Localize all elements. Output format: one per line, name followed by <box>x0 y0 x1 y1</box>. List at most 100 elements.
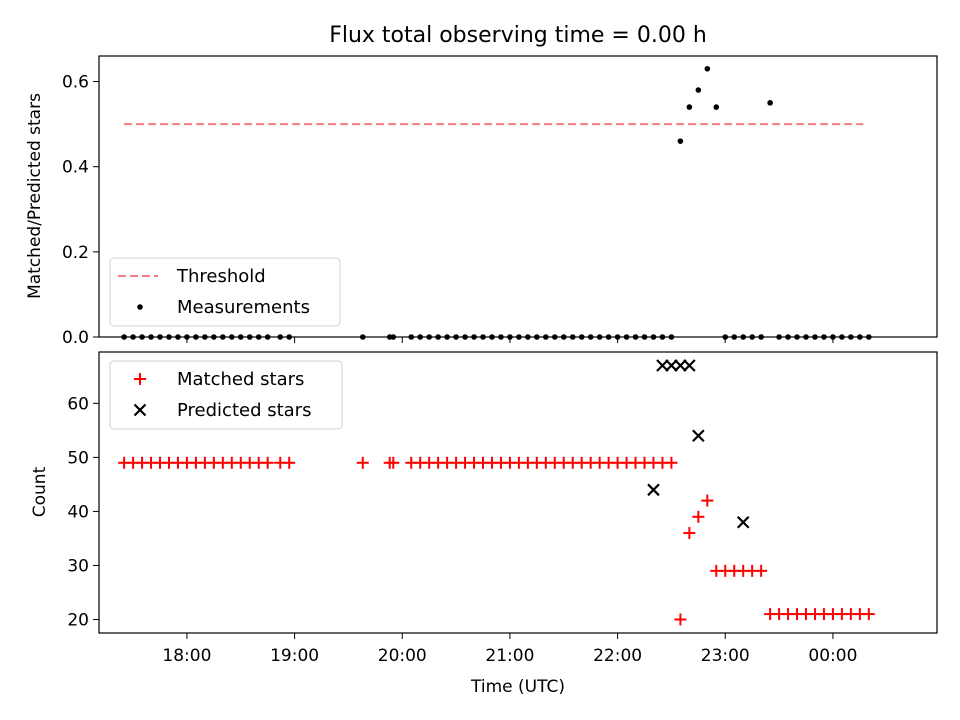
data-point <box>148 334 154 340</box>
x-b <box>674 359 687 372</box>
data-point <box>184 334 190 340</box>
data-point <box>758 334 764 340</box>
data-point <box>516 334 522 340</box>
data-point <box>683 359 696 372</box>
data-point <box>435 334 441 340</box>
data-point <box>776 334 782 340</box>
series-matched-stars <box>118 456 875 626</box>
data-point <box>830 334 836 340</box>
data-point <box>686 104 693 110</box>
legend-label: Measurements <box>177 297 310 318</box>
data-point <box>408 334 415 340</box>
series-measurements <box>121 65 872 340</box>
legend: Threshold Measurements <box>109 257 341 327</box>
data-point <box>228 334 235 340</box>
data-point <box>692 429 705 443</box>
x-tick-label: 00:00 <box>808 646 857 666</box>
data-point <box>255 334 262 340</box>
x-b <box>683 359 696 372</box>
data-point <box>785 334 791 340</box>
data-point <box>264 334 271 340</box>
bottom-panel: 20 30 40 50 60 18:00 19:00 20:00 21:00 22:00 23:00… <box>67 351 938 666</box>
data-point <box>848 334 854 340</box>
data-point <box>713 104 720 110</box>
data-point <box>578 334 585 340</box>
data-point <box>674 613 687 626</box>
chart-title: Flux total observing time = 0.00 h <box>329 23 707 48</box>
legend-marker <box>137 304 143 310</box>
x-b <box>647 483 660 497</box>
x-tick-label: 23:00 <box>701 646 750 666</box>
data-point <box>659 334 666 340</box>
data-point <box>283 456 296 469</box>
data-point <box>862 608 875 621</box>
data-point <box>569 334 576 340</box>
y-tick-label: 0.2 <box>62 243 89 263</box>
data-point <box>794 334 800 340</box>
y-tick-label: 50 <box>67 448 89 468</box>
data-point <box>614 334 621 340</box>
data-point <box>704 65 711 72</box>
legend-marker <box>134 373 146 385</box>
data-point <box>453 334 459 340</box>
data-point <box>121 334 127 340</box>
data-point <box>668 334 675 340</box>
data-point <box>543 334 549 340</box>
legend-label: Predicted stars <box>177 400 311 421</box>
data-point <box>740 334 747 340</box>
data-point <box>692 510 705 523</box>
top-panel: 0.0 0.2 0.4 0.6 Threshold Measurements <box>62 55 938 348</box>
legend-label: Matched stars <box>177 369 304 390</box>
x-b <box>665 359 678 372</box>
data-point <box>261 456 274 469</box>
data-point <box>444 334 450 340</box>
data-point <box>130 334 136 340</box>
data-point <box>220 334 226 340</box>
data-point <box>731 334 738 340</box>
data-point <box>665 456 678 469</box>
data-point <box>736 515 750 529</box>
data-point <box>605 334 612 340</box>
data-point <box>632 334 639 340</box>
data-point <box>390 334 397 340</box>
data-point <box>623 334 630 340</box>
data-point <box>286 334 293 340</box>
data-point <box>166 334 172 340</box>
x-tick-label: 21:00 <box>485 646 534 666</box>
series-predicted-stars <box>647 359 750 529</box>
data-point <box>866 334 872 340</box>
data-point <box>534 334 540 340</box>
data-point <box>857 334 863 340</box>
data-point <box>722 334 729 340</box>
y-tick-label: 0.4 <box>62 158 89 178</box>
data-point <box>767 100 773 106</box>
x-b <box>656 359 669 372</box>
data-point <box>656 359 669 372</box>
axes-frame <box>98 351 938 634</box>
data-point <box>277 334 284 340</box>
x-tick-label: 20:00 <box>378 646 427 666</box>
data-point <box>641 334 648 340</box>
data-point <box>356 456 369 469</box>
data-point <box>417 334 424 340</box>
data-point <box>647 483 660 497</box>
y-tick-label: 30 <box>67 556 89 576</box>
data-point <box>749 334 755 340</box>
data-point <box>489 334 495 340</box>
data-point <box>462 334 468 340</box>
y-tick-label: 0.0 <box>62 328 89 348</box>
data-point <box>551 334 558 340</box>
data-point <box>480 334 486 340</box>
data-point <box>674 359 687 372</box>
y-tick-label: 20 <box>67 610 89 630</box>
x-axis-label: Time (UTC) <box>470 677 565 697</box>
data-point <box>359 334 366 340</box>
data-point <box>821 334 827 340</box>
y-tick-label: 40 <box>67 502 89 522</box>
data-point <box>839 334 845 340</box>
x-b <box>133 403 147 417</box>
legend-box <box>109 257 341 327</box>
data-point <box>246 334 253 340</box>
x-b <box>736 515 750 529</box>
data-point <box>426 334 432 340</box>
